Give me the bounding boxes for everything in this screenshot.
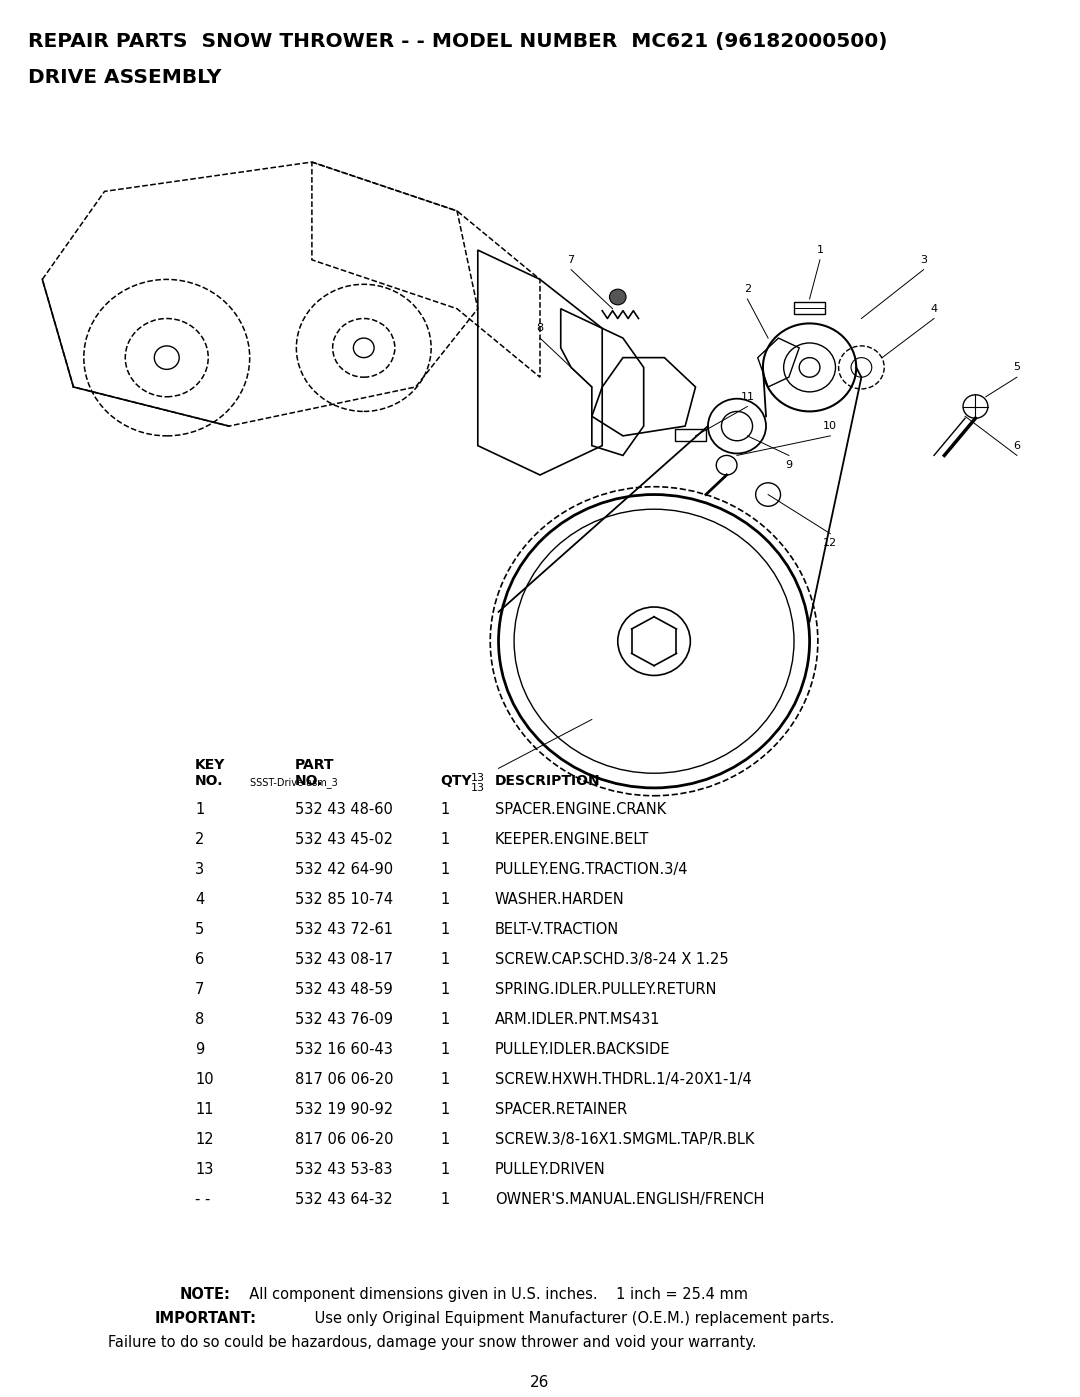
Text: 7: 7 [568,254,575,265]
Text: PART: PART [295,759,335,773]
Circle shape [609,289,626,305]
Text: Failure to do so could be hazardous, damage your snow thrower and void your warr: Failure to do so could be hazardous, dam… [108,1336,756,1350]
Text: KEEPER.ENGINE.BELT: KEEPER.ENGINE.BELT [495,833,649,847]
Text: 5: 5 [195,922,204,937]
Text: 1: 1 [440,862,449,877]
Text: BELT-V.TRACTION: BELT-V.TRACTION [495,922,619,937]
Text: 1: 1 [440,922,449,937]
Text: 532 43 72-61: 532 43 72-61 [295,922,393,937]
Text: 6: 6 [195,951,204,967]
Text: 4: 4 [195,893,204,907]
Text: 6: 6 [1013,440,1021,451]
Text: 1: 1 [440,1132,449,1147]
Text: NO.: NO. [295,774,324,788]
Text: SPACER.RETAINER: SPACER.RETAINER [495,1102,627,1118]
Text: SSST-Drive asm_3: SSST-Drive asm_3 [249,777,337,788]
Text: 532 19 90-92: 532 19 90-92 [295,1102,393,1118]
Text: 9: 9 [195,1042,204,1058]
Text: NOTE:: NOTE: [180,1287,231,1302]
Text: 2: 2 [195,833,204,847]
Text: QTY: QTY [440,774,472,788]
Text: 1: 1 [440,1071,449,1087]
Text: 9: 9 [785,460,793,471]
Text: SPRING.IDLER.PULLEY.RETURN: SPRING.IDLER.PULLEY.RETURN [495,982,716,997]
Text: OWNER'S.MANUAL.ENGLISH/FRENCH: OWNER'S.MANUAL.ENGLISH/FRENCH [495,1192,765,1207]
Text: 1: 1 [440,1162,449,1178]
Text: 2: 2 [744,284,751,295]
Text: 1: 1 [440,1042,449,1058]
Text: 532 85 10-74: 532 85 10-74 [295,893,393,907]
Text: 1: 1 [440,1192,449,1207]
Text: 12: 12 [195,1132,214,1147]
Text: SCREW.CAP.SCHD.3/8-24 X 1.25: SCREW.CAP.SCHD.3/8-24 X 1.25 [495,951,729,967]
Text: PULLEY.ENG.TRACTION.3/4: PULLEY.ENG.TRACTION.3/4 [495,862,689,877]
Text: SCREW.HXWH.THDRL.1/4-20X1-1/4: SCREW.HXWH.THDRL.1/4-20X1-1/4 [495,1071,752,1087]
Text: 817 06 06-20: 817 06 06-20 [295,1132,393,1147]
Text: All component dimensions given in U.S. inches.    1 inch = 25.4 mm: All component dimensions given in U.S. i… [240,1287,748,1302]
Text: 1: 1 [440,982,449,997]
Text: 13: 13 [195,1162,214,1178]
Text: 12: 12 [823,538,837,549]
Text: 8: 8 [195,1011,204,1027]
Text: Use only Original Equipment Manufacturer (O.E.M.) replacement parts.: Use only Original Equipment Manufacturer… [310,1310,835,1326]
Text: NO.: NO. [195,774,224,788]
Text: 7: 7 [195,982,204,997]
Text: 3: 3 [195,862,204,877]
Text: IMPORTANT:: IMPORTANT: [156,1310,257,1326]
Text: SCREW.3/8-16X1.SMGML.TAP/R.BLK: SCREW.3/8-16X1.SMGML.TAP/R.BLK [495,1132,754,1147]
Text: 532 42 64-90: 532 42 64-90 [295,862,393,877]
Text: ARM.IDLER.PNT.MS431: ARM.IDLER.PNT.MS431 [495,1011,661,1027]
Text: - -: - - [195,1192,211,1207]
Text: 1: 1 [440,951,449,967]
Text: PULLEY.DRIVEN: PULLEY.DRIVEN [495,1162,606,1178]
Text: 13: 13 [471,782,485,793]
Text: DESCRIPTION: DESCRIPTION [495,774,600,788]
Text: REPAIR PARTS  SNOW THROWER - - MODEL NUMBER  MC621 (96182000500): REPAIR PARTS SNOW THROWER - - MODEL NUMB… [28,32,888,52]
Text: 4: 4 [931,303,937,314]
Text: 3: 3 [920,254,927,265]
Text: 532 43 64-32: 532 43 64-32 [295,1192,393,1207]
Text: 10: 10 [823,420,837,432]
Text: 11: 11 [195,1102,214,1118]
Text: WASHER.HARDEN: WASHER.HARDEN [495,893,624,907]
Text: 532 43 08-17: 532 43 08-17 [295,951,393,967]
Text: DRIVE ASSEMBLY: DRIVE ASSEMBLY [28,68,221,87]
Text: 1: 1 [440,802,449,817]
Text: 11: 11 [741,391,754,402]
Text: 10: 10 [195,1071,214,1087]
Text: 1: 1 [440,1102,449,1118]
Text: 532 43 76-09: 532 43 76-09 [295,1011,393,1027]
Text: 532 43 45-02: 532 43 45-02 [295,833,393,847]
Text: 817 06 06-20: 817 06 06-20 [295,1071,393,1087]
Text: 532 43 48-60: 532 43 48-60 [295,802,393,817]
Text: PULLEY.IDLER.BACKSIDE: PULLEY.IDLER.BACKSIDE [495,1042,671,1058]
Text: 8: 8 [537,323,543,334]
Text: 1: 1 [816,244,823,256]
Text: 532 43 53-83: 532 43 53-83 [295,1162,392,1178]
Text: 13: 13 [471,773,485,784]
Text: 26: 26 [530,1375,550,1390]
Bar [675,429,706,441]
Text: KEY: KEY [195,759,226,773]
Text: 1: 1 [440,1011,449,1027]
Text: 532 43 48-59: 532 43 48-59 [295,982,393,997]
Text: 1: 1 [195,802,204,817]
Text: 1: 1 [440,833,449,847]
Text: 5: 5 [1013,362,1021,373]
Text: 532 16 60-43: 532 16 60-43 [295,1042,393,1058]
Text: 1: 1 [440,893,449,907]
Text: SPACER.ENGINE.CRANK: SPACER.ENGINE.CRANK [495,802,666,817]
